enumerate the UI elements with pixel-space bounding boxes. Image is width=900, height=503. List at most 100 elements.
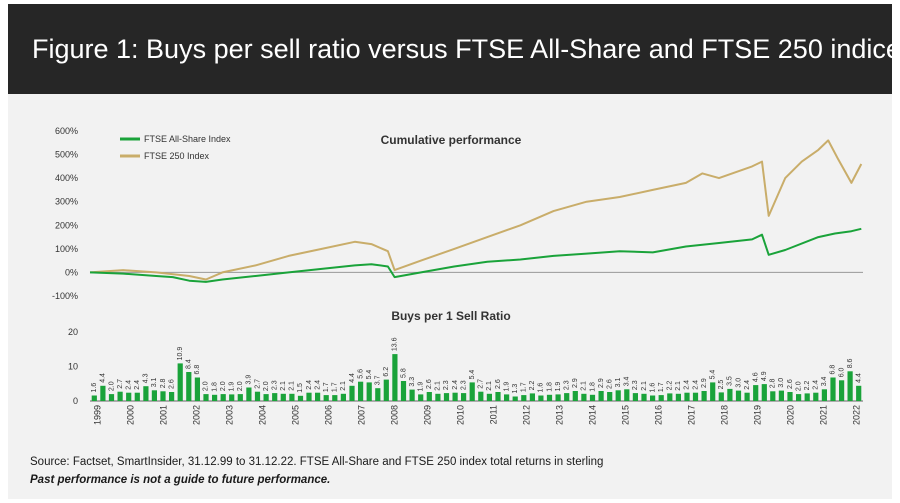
bar-x-tick-label: 2009 bbox=[422, 405, 432, 425]
bar bbox=[589, 394, 596, 401]
bar bbox=[478, 391, 484, 401]
bar bbox=[220, 394, 226, 401]
bar-x-tick-label: 2001 bbox=[158, 405, 168, 425]
legend-label-ftse250: FTSE 250 Index bbox=[144, 151, 210, 161]
bar bbox=[435, 393, 441, 401]
bar bbox=[581, 393, 587, 401]
bar bbox=[289, 393, 295, 401]
line-y-axis: -100% 0% 100% 200% 300% 400% 500% 600% bbox=[52, 126, 78, 301]
bar bbox=[461, 393, 467, 401]
bar bbox=[426, 392, 432, 401]
bar bbox=[272, 393, 278, 401]
bar-data-label: 2.0 bbox=[203, 381, 210, 391]
bar-data-label: 2.4 bbox=[314, 380, 321, 390]
bar bbox=[392, 354, 398, 401]
bar bbox=[486, 393, 492, 401]
bar bbox=[701, 391, 707, 401]
bar-data-label: 2.7 bbox=[117, 379, 124, 389]
bar bbox=[349, 385, 355, 401]
bar bbox=[375, 388, 381, 401]
bar bbox=[495, 392, 501, 401]
bar bbox=[718, 392, 724, 401]
bar bbox=[151, 390, 157, 401]
bar-data-label: 2.4 bbox=[134, 380, 141, 390]
bar bbox=[306, 392, 312, 401]
bar-data-label: 2.2 bbox=[667, 381, 674, 391]
bar-data-label: 2.4 bbox=[684, 380, 691, 390]
bar-data-label: 2.1 bbox=[675, 381, 682, 391]
bar bbox=[340, 393, 346, 401]
bar-data-label: 3.4 bbox=[821, 376, 828, 386]
bar-data-label: 2.5 bbox=[718, 380, 725, 390]
bar-x-tick-label: 2004 bbox=[257, 405, 267, 425]
bar bbox=[598, 391, 604, 401]
bar bbox=[100, 385, 106, 401]
bar-data-label: 2.8 bbox=[160, 378, 167, 388]
bar-data-label: 1.8 bbox=[546, 382, 553, 392]
bar-data-label: 4.3 bbox=[143, 373, 150, 383]
bar bbox=[546, 394, 553, 401]
chart-svg: Cumulative performance -100% 0% 100% 200% 30… bbox=[52, 126, 863, 425]
source-note: Source: Factset, SmartInsider, 31.12.99 … bbox=[30, 456, 604, 468]
bar bbox=[632, 393, 638, 401]
bar bbox=[400, 381, 407, 401]
bar-data-label: 2.0 bbox=[220, 381, 227, 391]
bar bbox=[194, 377, 200, 401]
bar-data-label: 2.2 bbox=[804, 381, 811, 391]
bar-data-label: 2.7 bbox=[254, 379, 261, 389]
bar bbox=[641, 393, 647, 401]
bar-data-label: 2.6 bbox=[426, 379, 433, 389]
bar bbox=[667, 393, 673, 401]
bar bbox=[409, 389, 415, 401]
bar bbox=[650, 395, 656, 401]
series-line-ftse250 bbox=[89, 139, 863, 281]
line-y-tick-label: 300% bbox=[55, 197, 78, 207]
bar-data-label: 6.2 bbox=[383, 367, 390, 377]
bar-data-label: 3.1 bbox=[615, 377, 622, 387]
bar bbox=[761, 384, 767, 401]
bar-data-label: 6.8 bbox=[194, 365, 201, 375]
bar-data-label: 3.0 bbox=[778, 378, 785, 388]
line-y-tick-label: 600% bbox=[55, 126, 78, 136]
bar-data-label: 3.3 bbox=[409, 377, 416, 387]
bar bbox=[839, 380, 845, 401]
bar-data-label: 2.3 bbox=[443, 380, 450, 390]
bar-data-label: 2.9 bbox=[701, 378, 708, 388]
bar bbox=[821, 389, 827, 401]
line-chart: Cumulative performance -100% 0% 100% 200% 30… bbox=[52, 126, 863, 301]
bar-data-label: 2.4 bbox=[306, 380, 313, 390]
bar-y-axis: 0 10 20 bbox=[68, 327, 78, 406]
bar-x-tick-label: 2015 bbox=[620, 405, 630, 425]
bar bbox=[692, 392, 699, 401]
bar bbox=[117, 391, 123, 401]
bar bbox=[504, 394, 510, 401]
bar-y-tick-label: 0 bbox=[73, 396, 78, 406]
line-series-group bbox=[89, 139, 863, 283]
bar-data-label: 2.4 bbox=[813, 380, 820, 390]
bar-data-label: 1.8 bbox=[211, 382, 218, 392]
bar bbox=[254, 391, 261, 401]
figure-panel: Figure 1: Buys per sell ratio versus FTS… bbox=[8, 4, 900, 499]
bar-x-tick-label: 2019 bbox=[752, 405, 762, 425]
bar-data-label: 2.9 bbox=[572, 378, 579, 388]
bar bbox=[796, 394, 802, 401]
bar-data-label: 1.8 bbox=[589, 382, 596, 392]
bar bbox=[607, 392, 613, 401]
bar-data-label: 1.7 bbox=[332, 382, 339, 392]
bar bbox=[280, 393, 286, 401]
bar-x-tick-label: 2012 bbox=[521, 405, 531, 425]
bar-data-label: 2.6 bbox=[606, 379, 613, 389]
bar-x-tick-label: 2020 bbox=[785, 405, 795, 425]
bar-x-tick-label: 2008 bbox=[389, 405, 399, 425]
bar-data-label: 2.1 bbox=[289, 381, 296, 391]
bar bbox=[469, 382, 475, 401]
bar-x-tick-label: 2018 bbox=[719, 405, 729, 425]
bar-x-tick-label: 1999 bbox=[92, 405, 102, 425]
bar bbox=[186, 372, 192, 401]
bar bbox=[315, 392, 321, 401]
bar-data-label: 1.9 bbox=[503, 382, 510, 392]
bar-data-label: 3.1 bbox=[151, 377, 158, 387]
bar-data-label: 2.1 bbox=[486, 381, 493, 391]
line-y-tick-label: -100% bbox=[52, 291, 78, 301]
bar bbox=[778, 390, 784, 401]
